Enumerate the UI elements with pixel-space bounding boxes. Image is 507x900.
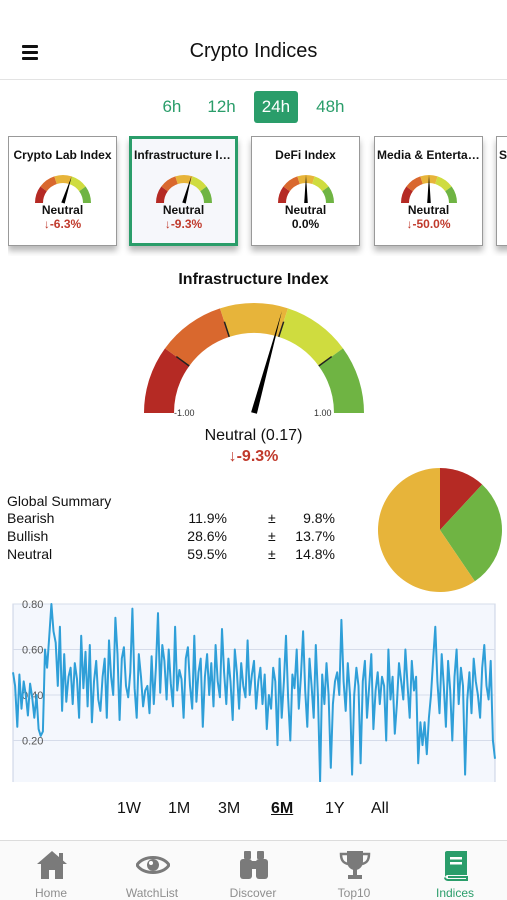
tab-12h[interactable]: 12h (199, 91, 243, 123)
summary-pct: 11.9% (157, 510, 227, 526)
card-change: ↓-50.0% (375, 217, 482, 231)
eye-icon (136, 849, 170, 881)
summary-err: 9.8% (293, 510, 335, 526)
index-card-partial[interactable]: S (496, 136, 507, 246)
summary-row-bearish: Bearish 11.9% ± 9.8% (7, 510, 367, 528)
plus-minus: ± (268, 528, 276, 544)
range-6m[interactable]: 6M (271, 800, 293, 818)
detail-change: ↓-9.3% (0, 448, 507, 466)
card-name: Media & Entertainment Index (375, 148, 482, 162)
summary-err: 13.7% (293, 528, 335, 544)
mini-gauge (390, 165, 468, 205)
range-all[interactable]: All (371, 800, 389, 818)
range-1w[interactable]: 1W (117, 800, 141, 818)
card-name: Infrastructure Index (132, 148, 235, 162)
summary-heading: Global Summary (7, 493, 367, 510)
index-card-crypto-lab[interactable]: Crypto Lab Index Neutral ↓-6.3% (8, 136, 117, 246)
range-selector: 1W 1M 3M 6M 1Y All (0, 800, 507, 824)
summary-err: 14.8% (293, 546, 335, 562)
card-change: 0.0% (252, 217, 359, 231)
gauge-max-label: 1.00 (314, 408, 332, 418)
nav-label: Indices (405, 886, 505, 900)
nav-discover[interactable]: Discover (203, 841, 303, 900)
mini-gauge (267, 165, 345, 205)
bottom-nav: Home WatchList Discover (0, 840, 507, 900)
home-icon (35, 849, 69, 881)
summary-row-neutral: Neutral 59.5% ± 14.8% (7, 546, 367, 564)
y-tick-label: 0.80 (22, 599, 43, 611)
header: Crypto Indices (0, 0, 507, 80)
nav-home[interactable]: Home (1, 841, 101, 900)
tab-6h[interactable]: 6h (154, 91, 189, 123)
global-summary: Global Summary Bearish 11.9% ± 9.8% Bull… (7, 493, 367, 564)
index-card-defi[interactable]: DeFi Index Neutral 0.0% (251, 136, 360, 246)
card-name: DeFi Index (252, 148, 359, 162)
nav-label: Discover (203, 886, 303, 900)
index-cards: Crypto Lab Index Neutral ↓-6.3% Infrastr… (8, 136, 507, 256)
nav-label: WatchList (102, 886, 202, 900)
big-gauge: -1.00 1.00 (138, 300, 370, 424)
mini-gauge (145, 165, 223, 205)
card-name: S (497, 148, 507, 162)
y-tick-label: 0.00 (22, 781, 43, 782)
book-icon (439, 849, 473, 881)
nav-label: Home (1, 886, 101, 900)
mini-gauge (24, 165, 102, 205)
nav-indices[interactable]: Indices (405, 841, 505, 900)
index-card-media[interactable]: Media & Entertainment Index Neutral ↓-50… (374, 136, 483, 246)
history-line-chart: 0.800.600.400.200.00 (0, 596, 507, 782)
tab-24h[interactable]: 24h (254, 91, 298, 123)
card-change: ↓-6.3% (9, 217, 116, 231)
range-1m[interactable]: 1M (168, 800, 190, 818)
gauge-band (54, 175, 71, 184)
y-tick-label: 0.20 (22, 736, 43, 748)
gauge-band (220, 303, 288, 337)
nav-top10[interactable]: Top10 (304, 841, 404, 900)
binoculars-icon (237, 849, 271, 881)
card-state: Neutral (252, 203, 359, 217)
trophy-icon (338, 849, 372, 881)
plus-minus: ± (268, 546, 276, 562)
index-card-infrastructure[interactable]: Infrastructure Index Neutral ↓-9.3% (129, 136, 238, 246)
card-state: Neutral (375, 203, 482, 217)
summary-row-bullish: Bullish 28.6% ± 13.7% (7, 528, 367, 546)
detail-title: Infrastructure Index (0, 271, 507, 289)
time-tabs: 6h 12h 24h 48h (0, 91, 507, 123)
plot-area (13, 604, 495, 782)
card-state: Neutral (9, 203, 116, 217)
nav-label: Top10 (304, 886, 404, 900)
card-change: ↓-9.3% (132, 217, 235, 231)
summary-pct: 59.5% (157, 546, 227, 562)
range-1y[interactable]: 1Y (325, 800, 345, 818)
detail-value: Neutral (0.17) (0, 427, 507, 445)
summary-pie-chart (376, 466, 504, 594)
summary-label: Bullish (7, 528, 48, 544)
page-title: Crypto Indices (0, 40, 507, 63)
plus-minus: ± (268, 510, 276, 526)
summary-pct: 28.6% (157, 528, 227, 544)
summary-label: Neutral (7, 546, 52, 562)
gauge-min-label: -1.00 (174, 408, 195, 418)
summary-label: Bearish (7, 510, 54, 526)
card-name: Crypto Lab Index (9, 148, 116, 162)
card-state: Neutral (132, 203, 235, 217)
gauge-band (175, 175, 192, 184)
y-tick-label: 0.60 (22, 645, 43, 657)
tab-48h[interactable]: 48h (308, 91, 352, 123)
range-3m[interactable]: 3M (218, 800, 240, 818)
nav-watchlist[interactable]: WatchList (102, 841, 202, 900)
